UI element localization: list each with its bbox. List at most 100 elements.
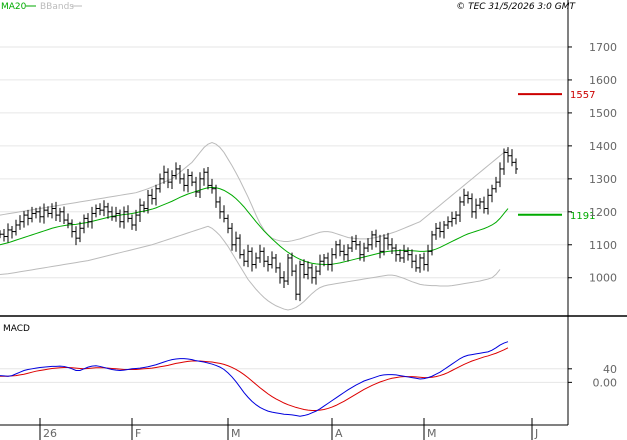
ohlc-bar [234,231,238,252]
ohlc-bar [482,196,486,214]
ohlc-bar [254,252,258,269]
ohlc-bar [218,196,222,219]
ohlc-bar [42,203,46,224]
ohlc-bar [10,225,14,239]
ohlc-bar [466,191,470,204]
ohlc-bar [14,219,18,236]
ohlc-bar [190,171,194,187]
ohlc-bar [230,223,234,251]
ohlc-bar [310,263,314,284]
ohlc-bar [302,259,306,279]
ohlc-bar [382,234,386,256]
ohlc-bar [498,162,502,188]
price-tick-label: 1400 [589,140,617,153]
ohlc-bar [38,206,42,223]
legend-bbands: BBands [40,2,74,12]
ohlc-bar [274,254,278,273]
ohlc-bar [202,168,206,186]
ohlc-bar [262,247,266,268]
x-axis: 26 F M A M J [39,418,538,440]
ohlc-bar [338,239,342,257]
ohlc-bar [106,202,110,219]
ohlc-bar [406,247,410,261]
ohlc-bar [98,203,102,216]
ohlc-bar [342,244,346,261]
ohlc-bar [402,244,406,263]
ohlc-bar [266,255,270,272]
ohlc-bar [494,176,498,193]
ohlc-bar [422,252,426,271]
price-levels: 1557 1191 [518,90,595,222]
level-label-1: 1557 [570,90,595,101]
ohlc-bar [242,249,246,267]
ohlc-bar [334,240,338,259]
ohlc-bar [238,234,242,259]
ohlc-bar [110,206,114,221]
ohlc-bar [510,149,514,167]
x-tick-label: J [534,427,538,440]
ohlc-bar [366,238,370,253]
ohlc-bar [198,172,202,198]
ohlc-bar [22,211,26,228]
ohlc-bar [62,206,66,224]
ohlc-bar [222,205,226,223]
ohlc-bar [350,236,354,253]
ohlc-bar [18,215,22,230]
ohlc-bar [318,254,322,276]
ohlc-bar [226,214,230,234]
ohlc-bar [362,242,366,262]
ma20-line [0,186,509,266]
ohlc-bar [430,230,434,256]
ohlc-bar [502,148,506,175]
macd-label: MACD [3,324,30,334]
ohlc-bar [58,207,62,223]
ohlc-bar [450,211,454,227]
price-tick-label: 1500 [589,107,617,120]
ohlc-bar [378,234,382,259]
price-tick-label: 1100 [589,239,617,252]
ohlc-bar [86,213,90,228]
ohlc-bar [278,262,282,284]
ohlc-bar [294,264,298,301]
ohlc-bar [474,198,478,219]
ohlc-bar [94,204,98,218]
ohlc-bar [126,205,130,223]
ohlc-bar [270,251,274,269]
ohlc-bar [66,213,70,229]
ohlc-bar [454,211,458,225]
price-tick-label: 1000 [589,272,617,285]
ohlc-bar [46,206,50,218]
macd-tick-label: 40 [603,363,617,376]
ohlc-bar [166,168,170,189]
ohlc-bar [146,190,150,214]
price-tick-label: 1200 [589,206,617,219]
ohlc-bar [70,219,74,238]
ohlc-bar [118,209,122,228]
ohlc-bar [142,201,146,213]
ohlc-bar [346,244,350,262]
price-tick-label: 1700 [589,41,617,54]
ohlc-bar [2,228,6,242]
ohlc-bar [462,188,466,206]
x-tick-label: F [135,427,141,440]
ohlc-bar [130,214,134,230]
ohlc-bar [470,193,474,218]
ohlc-bar [162,165,166,184]
ohlc-bar [418,254,422,273]
ohlc-bar [246,244,250,268]
ohlc-bar [458,196,462,223]
ohlc-bar [78,221,82,243]
ohlc-bar [446,216,450,229]
ohlc-bar [174,162,178,180]
ohlc-bar [150,188,154,205]
ohlc-bar [50,203,54,219]
ohlc-bar [34,207,38,219]
ohlc-bar [186,168,190,193]
ohlc-bar [0,230,2,239]
ohlc-bar [54,201,58,222]
ohlc-bar [370,230,374,250]
ohlc-bar [178,164,182,184]
ohlc-bar [134,209,138,231]
